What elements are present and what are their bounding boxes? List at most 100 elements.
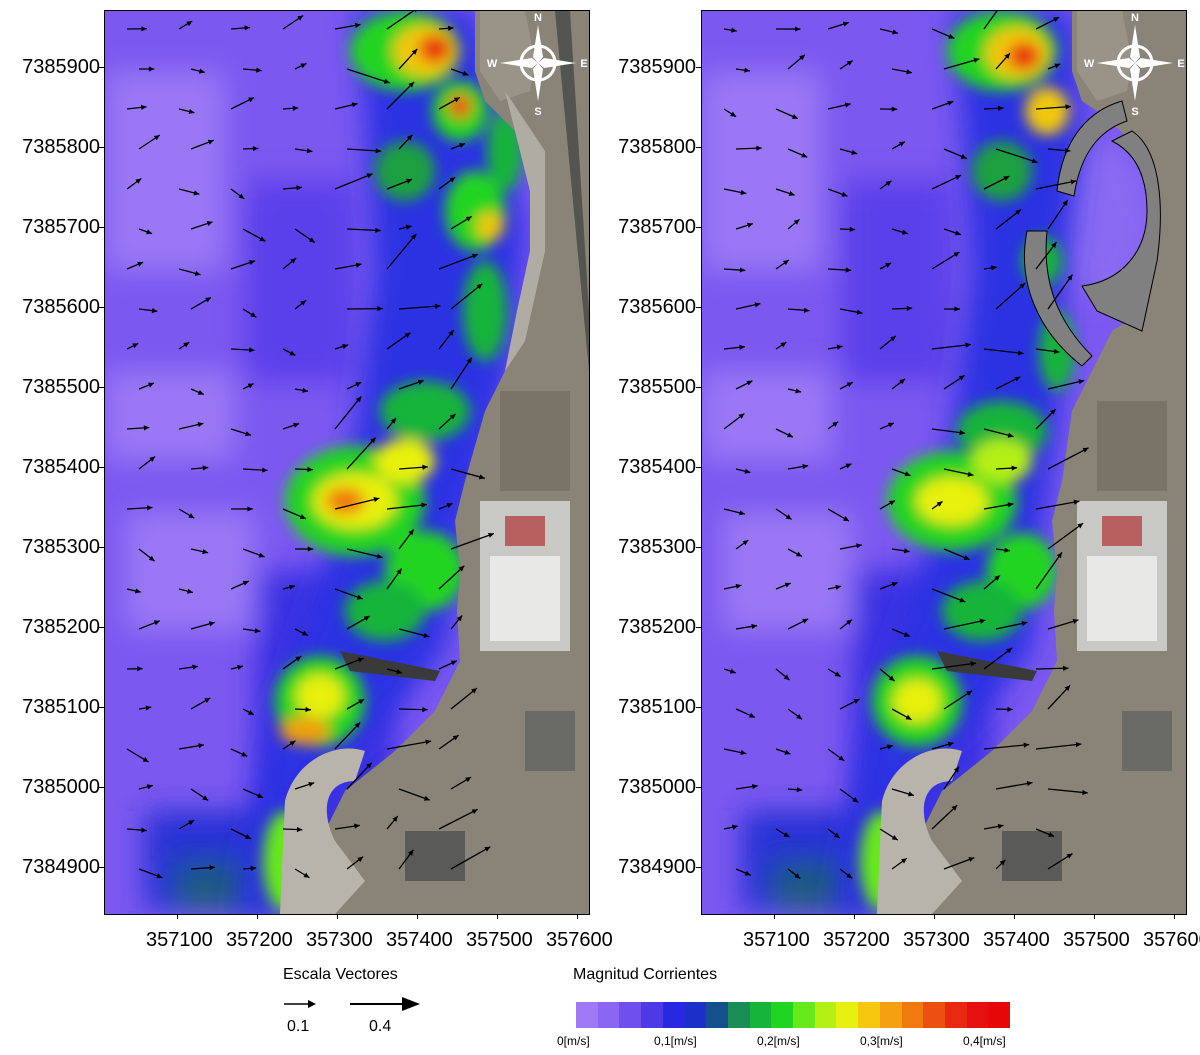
velocity-vector-head — [471, 688, 477, 694]
velocity-vector — [1047, 379, 1085, 390]
y-tick — [696, 227, 701, 228]
velocity-vector-head — [300, 63, 307, 69]
velocity-vector-head — [900, 858, 907, 864]
velocity-vector-head — [146, 229, 153, 235]
velocity-vector-head — [295, 656, 302, 662]
velocity-vector-head — [898, 141, 905, 147]
velocity-vector-head — [245, 834, 252, 839]
velocity-vector-head — [366, 173, 373, 179]
velocity-vector-head — [965, 342, 971, 348]
colorbar-swatch — [641, 1002, 663, 1028]
velocity-vector-head — [751, 623, 758, 630]
velocity-vector-head — [885, 180, 892, 187]
velocity-vector-head — [249, 260, 256, 266]
velocity-vector-head — [462, 70, 469, 76]
velocity-vector-head — [410, 233, 417, 240]
velocity-vector-head — [1051, 242, 1057, 249]
breakwater-north — [1056, 100, 1128, 197]
y-tick-label: 7385700 — [22, 216, 100, 238]
velocity-vector-head — [991, 265, 997, 271]
current-hotspots — [263, 11, 523, 911]
velocity-vector-head — [456, 615, 463, 622]
x-tick-label: 357100 — [146, 929, 213, 951]
velocity-vector — [346, 437, 377, 470]
velocity-vector-head — [1003, 176, 1010, 182]
magnitude-title: Magnitud Corrientes — [573, 966, 718, 983]
velocity-vector-head — [417, 379, 424, 385]
velocity-vector-head — [137, 261, 144, 267]
velocity-vector-head — [202, 465, 209, 471]
land-area — [280, 11, 589, 914]
colorbar-label-0: 0[m/s] — [557, 1034, 590, 1048]
colorbar-label-3: 0,3[m/s] — [860, 1034, 903, 1048]
velocity-vector-head — [1065, 104, 1071, 110]
velocity-vector-head — [885, 262, 892, 268]
velocity-vector-head — [1073, 499, 1080, 505]
velocity-vector-head — [244, 25, 251, 31]
y-tick-label: 7385900 — [618, 56, 696, 78]
velocity-vector-head — [844, 102, 851, 108]
velocity-vector-head — [905, 714, 912, 720]
velocity-vector-head — [730, 111, 737, 117]
y-tick — [99, 547, 104, 548]
velocity-vector-head — [1082, 789, 1088, 796]
compass-west: W — [487, 58, 498, 70]
velocity-vector-head — [414, 11, 417, 13]
velocity-vector — [398, 305, 441, 310]
velocity-vector-head — [351, 102, 358, 108]
velocity-vector-head — [205, 297, 211, 303]
velocity-vector — [983, 647, 1013, 670]
velocity-vector-head — [198, 743, 204, 749]
velocity-vector-head — [906, 69, 913, 75]
velocity-vector-head — [406, 178, 413, 184]
velocity-vector-head — [204, 697, 211, 703]
velocity-vector — [943, 619, 986, 630]
velocity-vector-head — [963, 555, 970, 560]
velocity-vector-head — [959, 429, 966, 436]
velocity-vector-head — [904, 471, 911, 477]
velocity-vector-head — [422, 706, 428, 713]
colorbar-swatch — [706, 1002, 728, 1028]
velocity-vector — [1047, 274, 1074, 310]
y-tick-label: 7385700 — [618, 216, 696, 238]
velocity-vector-head — [788, 190, 795, 196]
velocity-vector-head — [297, 15, 304, 21]
compass-rose-icon: N S E W — [1084, 12, 1185, 118]
velocity-vector-head — [856, 543, 862, 549]
velocity-vector-head — [845, 463, 852, 469]
velocity-vector-head — [149, 456, 156, 462]
x-tick-label: 357200 — [226, 929, 293, 951]
velocity-vector-head — [794, 873, 801, 879]
velocity-vector-head — [357, 657, 364, 663]
velocity-vector-head — [899, 378, 906, 385]
colorbar-swatch — [879, 1002, 902, 1028]
colorbar-swatch — [814, 1002, 837, 1028]
x-tick-label: 357300 — [903, 929, 970, 951]
velocity-vector-head — [793, 219, 800, 225]
velocity-vector — [450, 468, 485, 479]
velocity-vector-head — [296, 826, 303, 833]
velocity-vector-head — [188, 820, 195, 826]
compass-rose-icon: N S E W — [487, 12, 588, 118]
velocity-vector-head — [406, 134, 413, 141]
x-tick — [497, 914, 498, 919]
velocity-vector-head — [373, 497, 380, 503]
velocity-vector-head — [207, 139, 214, 145]
velocity-vector-head — [967, 471, 974, 477]
velocity-vector-head — [197, 389, 204, 395]
velocity-vector-head — [1050, 409, 1056, 415]
velocity-vector-head — [744, 468, 751, 474]
velocity-vector-head — [145, 705, 152, 711]
velocity-vector — [438, 253, 479, 270]
velocity-vector-head — [306, 148, 313, 154]
velocity-vector-head — [744, 67, 750, 73]
velocity-vector-head — [292, 105, 299, 111]
velocity-vector — [346, 548, 383, 559]
velocity-vector — [346, 68, 390, 84]
velocity-vector-head — [289, 740, 296, 746]
velocity-vector-head — [193, 190, 200, 196]
velocity-vector-head — [1004, 53, 1010, 60]
velocity-vector-head — [748, 712, 755, 718]
colorbar-swatch — [771, 1002, 794, 1028]
velocity-vector-head — [148, 66, 155, 72]
